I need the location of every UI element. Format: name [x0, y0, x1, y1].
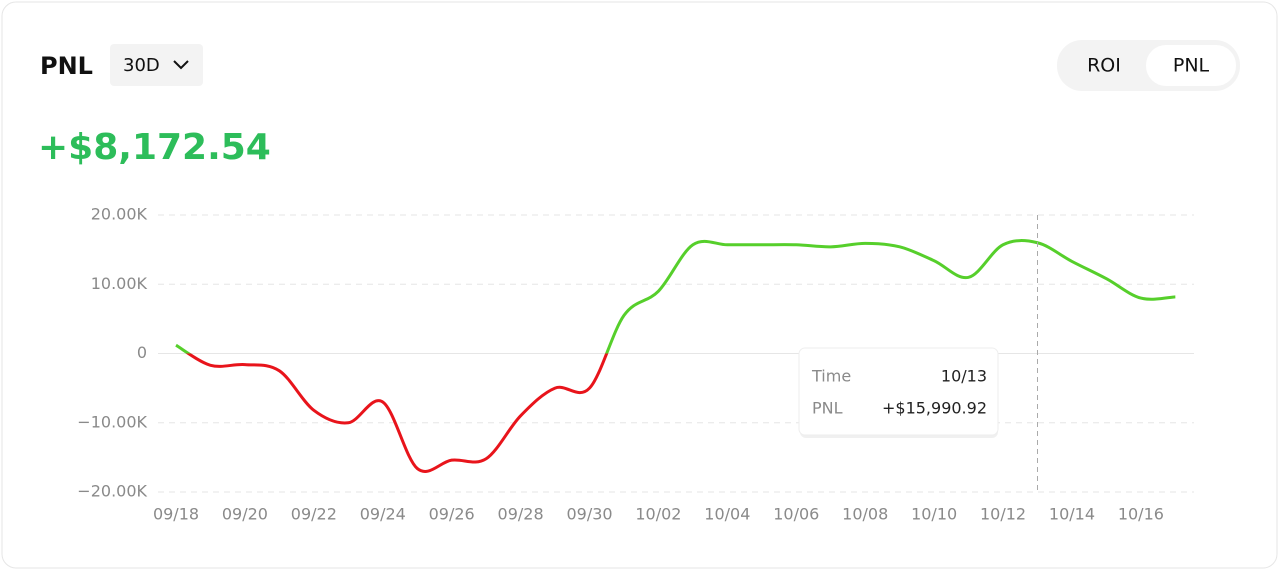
pnl-line-negative	[185, 353, 609, 473]
tooltip-bg	[798, 347, 999, 436]
chevron[interactable]	[173, 60, 189, 70]
x-tick-label: 09/24	[360, 505, 406, 524]
x-tick-label: 09/22	[291, 505, 337, 524]
title: PNL	[40, 52, 93, 80]
x-tick-label: 10/02	[635, 505, 681, 524]
toggle-selected	[1146, 45, 1236, 86]
dropdown-label[interactable]: 30D	[123, 55, 160, 76]
x-tick-label: 10/16	[1118, 505, 1164, 524]
y-tick-label: 10.00K	[91, 274, 148, 293]
x-tick-label: 10/08	[842, 505, 888, 524]
period-dropdown[interactable]: 30D	[110, 44, 203, 86]
x-tick-label: 09/30	[566, 505, 612, 524]
dropdown-bg[interactable]	[110, 44, 203, 86]
y-tick-label: 20.00K	[91, 205, 148, 224]
x-tick-label: 09/28	[498, 505, 544, 524]
pnl-line-positive	[175, 239, 1176, 354]
y-tick-label: 0	[137, 343, 147, 362]
tooltip-time-label: Time	[811, 367, 851, 386]
y-tick-label: −20.00K	[77, 482, 147, 501]
x-tick-label: 10/14	[1049, 505, 1095, 524]
x-tick-label: 10/06	[773, 505, 819, 524]
x-tick-label: 10/04	[704, 505, 750, 524]
tooltip: Time 10/13 PNL +$15,990.92	[798, 347, 999, 438]
x-tick-label: 10/10	[911, 505, 957, 524]
x-tick-label: 09/18	[153, 505, 199, 524]
x-tick-label: 09/20	[222, 505, 268, 524]
toggle-roi[interactable]: ROI	[1087, 55, 1121, 77]
tooltip-pnl: +$15,990.92	[882, 399, 987, 418]
y-tick-label: −10.00K	[77, 412, 147, 431]
tooltip-time: 10/13	[941, 367, 987, 386]
toggle-pnl[interactable]: PNL	[1173, 55, 1210, 77]
total-pnl: +$8,172.54	[38, 127, 271, 168]
x-tick-label: 09/26	[429, 505, 475, 524]
tooltip-pnl-label: PNL	[812, 399, 843, 418]
x-tick-label: 10/12	[980, 505, 1026, 524]
